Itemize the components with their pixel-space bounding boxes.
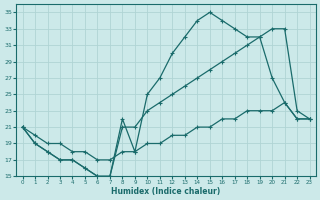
X-axis label: Humidex (Indice chaleur): Humidex (Indice chaleur) [111,187,221,196]
